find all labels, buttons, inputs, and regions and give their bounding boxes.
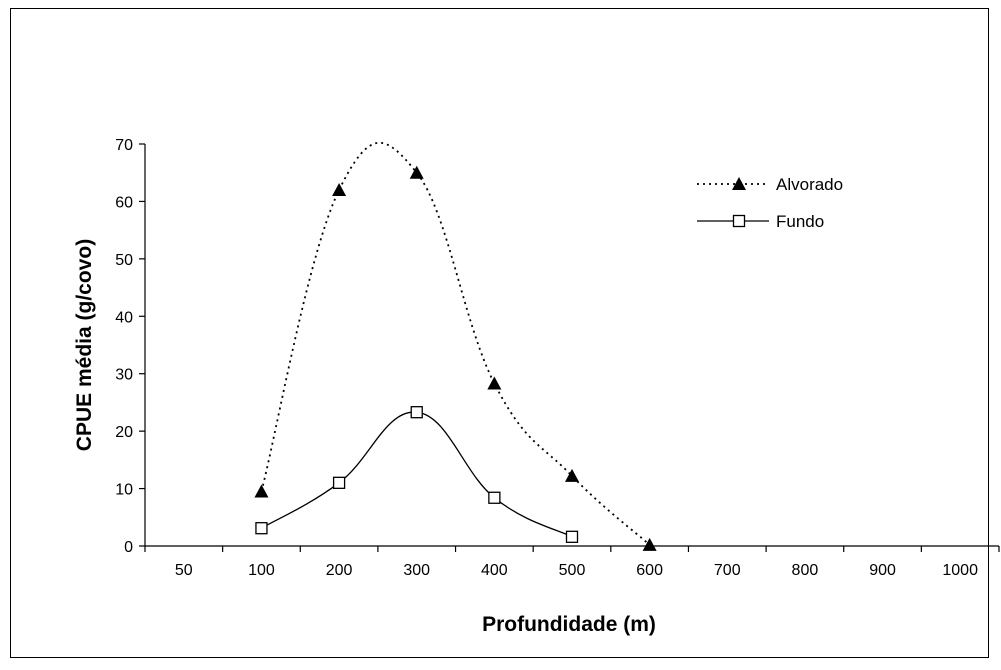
x-tick-label: 500 (559, 562, 586, 579)
data-point-fundo (255, 522, 268, 535)
data-point-alvorado (332, 182, 347, 196)
y-tick-label: 50 (115, 252, 133, 269)
y-tick-label: 20 (115, 424, 133, 441)
y-tick-label: 30 (115, 367, 133, 384)
chart-frame (10, 8, 989, 658)
x-tick-label: 400 (481, 562, 508, 579)
legend-label-fundo: Fundo (776, 212, 824, 231)
data-point-fundo (488, 491, 501, 504)
data-point-alvorado (409, 165, 424, 179)
y-tick-label: 70 (115, 137, 133, 154)
y-tick-label: 60 (115, 194, 133, 211)
y-axis-title: CPUE média (g/covo) (73, 239, 96, 451)
legend-label-alvorado: Alvorado (776, 175, 843, 194)
data-point-fundo (332, 476, 346, 489)
x-axis-title: Profundidade (m) (482, 613, 656, 636)
x-tick-label: 600 (636, 562, 663, 579)
x-tick-label: 50 (175, 562, 193, 579)
data-point-alvorado (487, 376, 502, 390)
y-tick-label: 0 (124, 539, 133, 556)
y-tick-label: 40 (115, 309, 133, 326)
data-point-alvorado (642, 537, 657, 551)
data-point-alvorado (565, 468, 579, 482)
x-tick-label: 200 (326, 562, 353, 579)
legend-marker-alvorado (732, 177, 746, 190)
legend: Alvorado Fundo (697, 175, 843, 231)
x-tick-label: 800 (792, 562, 819, 579)
legend-marker-fundo (732, 214, 746, 228)
plot-area: 0 10 20 30 40 50 60 70 50 100 200 300 400 500 600 700 80… (115, 137, 1000, 579)
data-point-fundo (410, 406, 423, 419)
x-tick-label: 900 (869, 562, 896, 579)
x-tick-label: 700 (714, 562, 741, 579)
series-line-fundo (261, 411, 573, 538)
x-tick-label: 300 (403, 562, 430, 579)
x-tick-label: 1000 (942, 562, 978, 579)
data-point-alvorado (254, 484, 269, 498)
y-tick-label: 10 (115, 482, 133, 499)
x-tick-label: 100 (248, 562, 275, 579)
series-line-alvorado (260, 142, 651, 546)
data-point-fundo (565, 530, 579, 543)
